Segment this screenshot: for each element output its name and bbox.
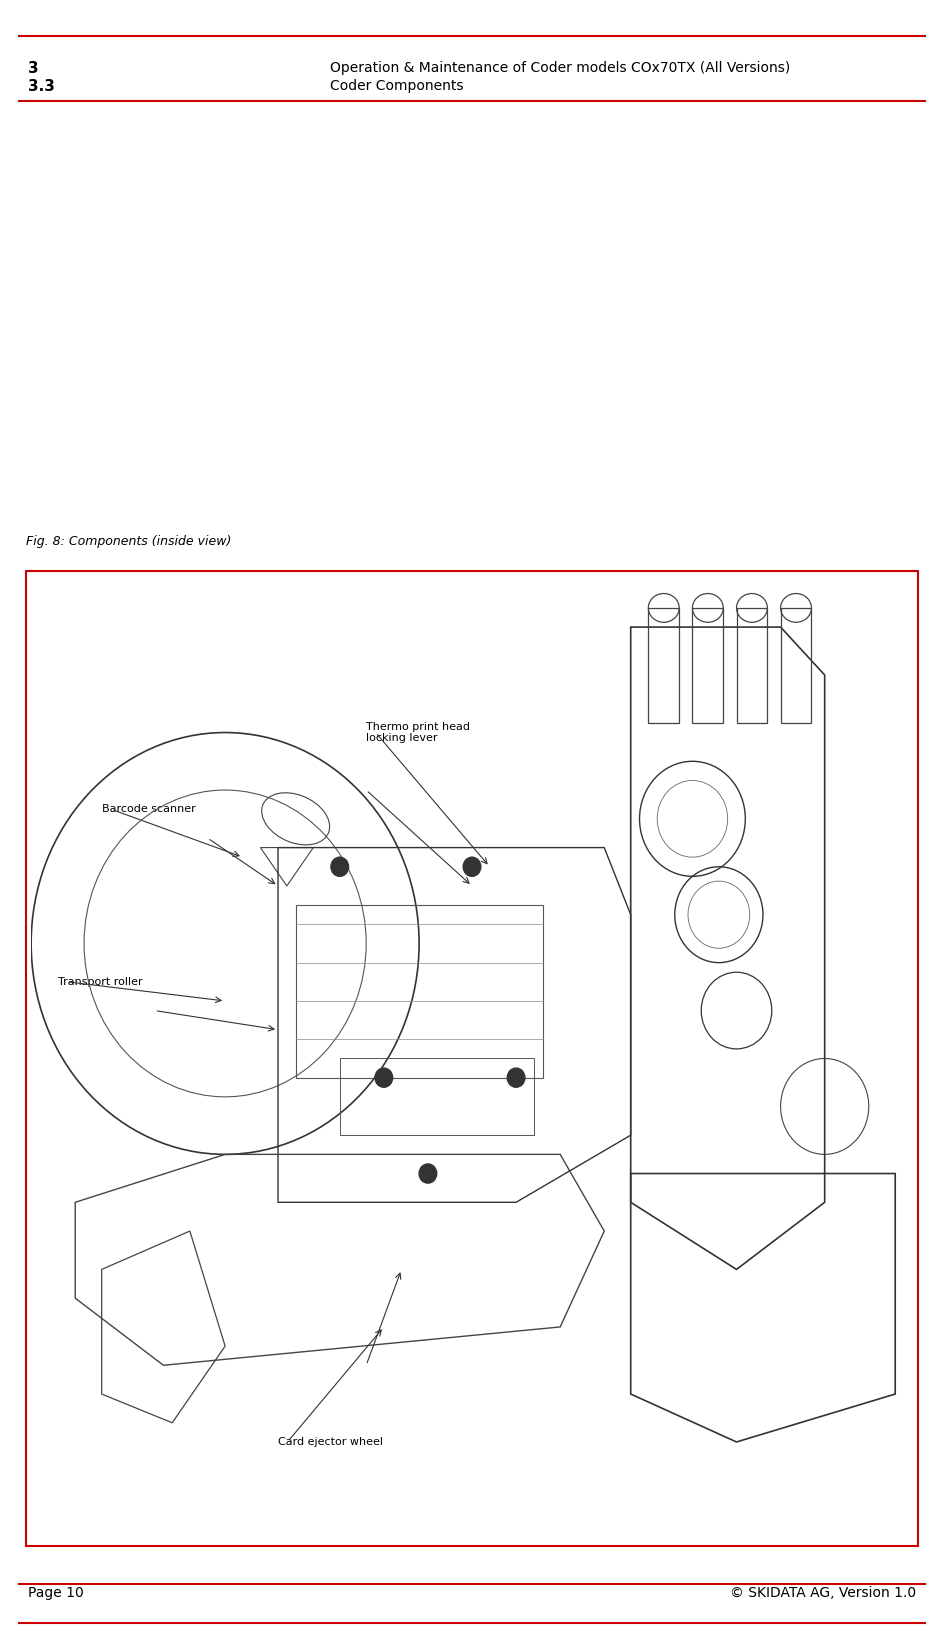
Text: 3: 3: [28, 61, 39, 75]
Bar: [781, 609, 812, 723]
Text: 3.3: 3.3: [28, 79, 55, 93]
Circle shape: [375, 1068, 393, 1088]
Bar: [340, 1058, 533, 1135]
Bar: [693, 609, 723, 723]
Text: Coder Components: Coder Components: [330, 79, 464, 93]
Text: Transport roller: Transport roller: [58, 977, 143, 987]
Text: Operation & Maintenance of Coder models COx70TX (All Versions): Operation & Maintenance of Coder models …: [330, 61, 791, 75]
Circle shape: [507, 1068, 525, 1088]
Text: Page 10: Page 10: [28, 1585, 84, 1600]
Text: Card ejector wheel: Card ejector wheel: [278, 1436, 383, 1446]
Bar: [736, 609, 767, 723]
Circle shape: [419, 1163, 437, 1183]
Bar: [295, 905, 543, 1078]
Circle shape: [331, 857, 348, 877]
Text: © SKIDATA AG, Version 1.0: © SKIDATA AG, Version 1.0: [730, 1585, 916, 1600]
Text: Thermo print head
locking lever: Thermo print head locking lever: [366, 721, 470, 743]
Bar: [649, 609, 679, 723]
Text: Fig. 8: Components (inside view): Fig. 8: Components (inside view): [26, 535, 232, 548]
Bar: [26, 571, 918, 1546]
Text: Barcode scanner: Barcode scanner: [102, 805, 195, 815]
Circle shape: [464, 857, 480, 877]
